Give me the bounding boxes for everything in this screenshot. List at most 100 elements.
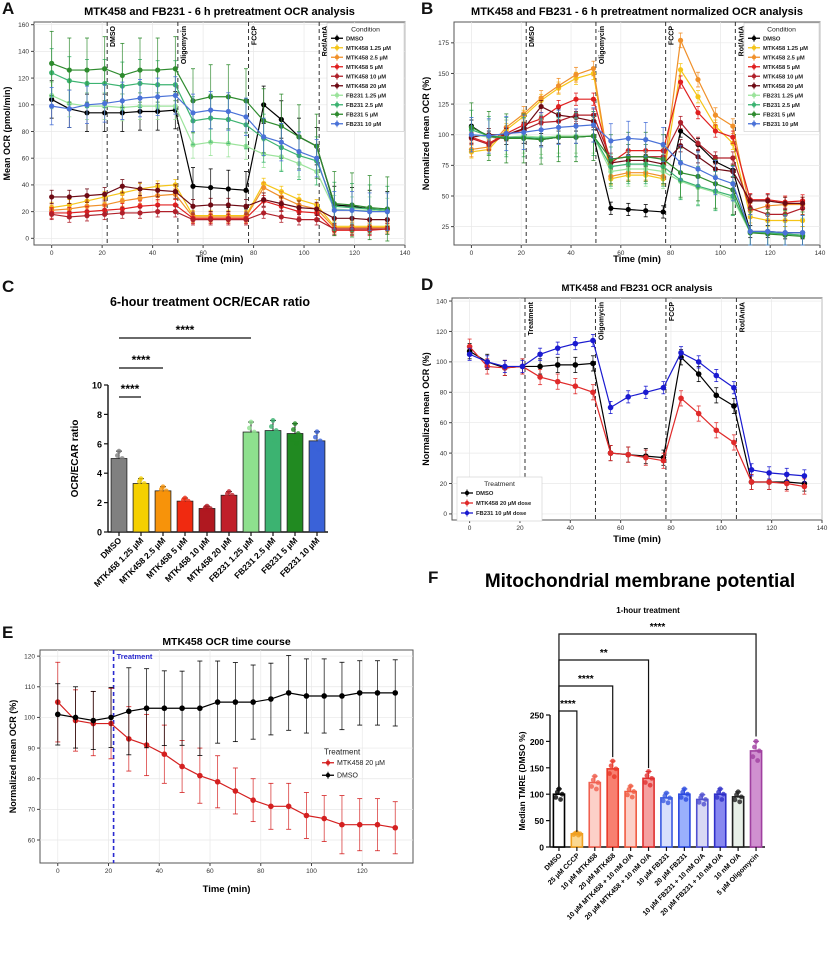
series-line (51, 72, 388, 211)
grid (40, 650, 413, 863)
bar (606, 768, 620, 848)
panel-letter: E (2, 623, 14, 642)
data-point (695, 140, 701, 146)
significance-label: **** (650, 622, 666, 633)
data-point (766, 470, 772, 476)
y-tick-label: 80 (28, 776, 36, 783)
data-dot (631, 789, 637, 794)
injection-label: Treatment (528, 301, 535, 335)
significance-label: **** (132, 353, 151, 367)
chart-title: MTK458 and FB231 - 6 h pretreatment norm… (471, 6, 803, 18)
data-point (713, 392, 720, 399)
data-dot (750, 754, 756, 760)
bar (132, 483, 150, 533)
data-point (208, 107, 214, 113)
legend-swatch-point (334, 74, 340, 79)
x-tick-label: 20 (105, 868, 113, 875)
data-point (225, 186, 231, 192)
injection-label: Oligomycin (598, 302, 605, 340)
legend-title: Condition (767, 27, 796, 34)
data-point (537, 374, 543, 380)
data-point (572, 383, 579, 389)
injection-label: DMSO (110, 25, 117, 47)
data-dot (714, 794, 720, 800)
bar-group (713, 786, 727, 848)
panel-b: B 0 20 40 60 80 100 120 140 25 50 75 100 125 150 175 MT… (415, 0, 830, 265)
chart-c-ocr-ecar: 6-hour treatment OCR/ECAR ratio 0 2 4 6 8 10 OC… (70, 295, 328, 589)
y-axis-label: Median TMRE (DMSO %) (517, 731, 527, 830)
data-dot (163, 488, 169, 494)
data-dot (118, 463, 123, 469)
y-tick-label: 100 (436, 359, 447, 366)
data-dot (273, 428, 279, 433)
data-point (161, 751, 168, 758)
y-tick-label: 90 (28, 745, 36, 752)
legend-label: MTK458 1.25 µM (346, 46, 391, 52)
y-tick-label: 70 (28, 807, 36, 814)
data-point (102, 211, 108, 217)
data-dot (753, 738, 759, 744)
data-point (678, 395, 684, 402)
data-point (190, 183, 196, 189)
legend-label: FB231 10 µM (763, 122, 798, 128)
y-tick-label: 140 (18, 49, 29, 56)
legend-label: MTK458 5 µM (346, 65, 383, 71)
bar-group (678, 786, 691, 848)
x-tick-label: 140 (815, 250, 826, 257)
data-point (748, 479, 755, 485)
data-point (660, 457, 667, 464)
bar-group (642, 769, 655, 848)
data-dot (752, 744, 757, 750)
y-tick-label: 120 (436, 329, 447, 336)
y-tick-label: 75 (442, 163, 450, 170)
series-line (51, 186, 388, 229)
injection-label: Rot/AntA (739, 302, 746, 332)
data-point (678, 349, 684, 356)
data-dot (701, 801, 707, 807)
data-point (339, 821, 345, 828)
y-tick-label: 125 (438, 101, 449, 108)
data-point (608, 138, 614, 144)
bar-group (176, 495, 194, 533)
data-point (625, 394, 631, 400)
series-fb231-10-m-dose (466, 334, 808, 483)
data-point (695, 359, 702, 365)
legend-label: FB231 5 µM (763, 112, 795, 118)
data-point (285, 803, 292, 810)
significance-bracket: ** (558, 648, 650, 792)
legend-label: MTK458 20 µM (763, 84, 803, 90)
data-point (268, 696, 274, 702)
data-point (214, 699, 221, 705)
data-point (384, 209, 390, 215)
y-tick-label: 250 (530, 711, 544, 721)
data-point (677, 119, 684, 126)
legend-swatch-point (334, 36, 340, 41)
series-line (471, 68, 803, 222)
data-point (66, 67, 72, 73)
data-dot (593, 786, 599, 792)
data-point (374, 821, 381, 828)
chart-title: MTK458 and FB231 OCR analysis (562, 283, 713, 294)
y-tick-label: 10 (92, 381, 102, 391)
data-point (695, 410, 702, 417)
data-point (208, 202, 214, 208)
data-dot (628, 783, 634, 789)
series-line (51, 182, 388, 227)
data-dot (667, 795, 673, 801)
y-tick-label: 0 (25, 236, 29, 243)
y-tick-label: 50 (535, 816, 545, 826)
data-point (314, 206, 320, 212)
data-point (484, 359, 491, 365)
data-point (331, 207, 337, 213)
data-point (172, 92, 178, 99)
y-tick-label: 100 (438, 132, 449, 139)
y-tick-label: 120 (24, 653, 35, 660)
y-axis-label: Normalized mean OCR (%) (8, 700, 18, 814)
data-point (799, 230, 806, 236)
data-point (466, 351, 473, 358)
data-point (66, 214, 72, 220)
data-point (84, 67, 90, 73)
data-dot (311, 443, 317, 449)
data-point (731, 384, 737, 391)
series-line (57, 692, 396, 722)
